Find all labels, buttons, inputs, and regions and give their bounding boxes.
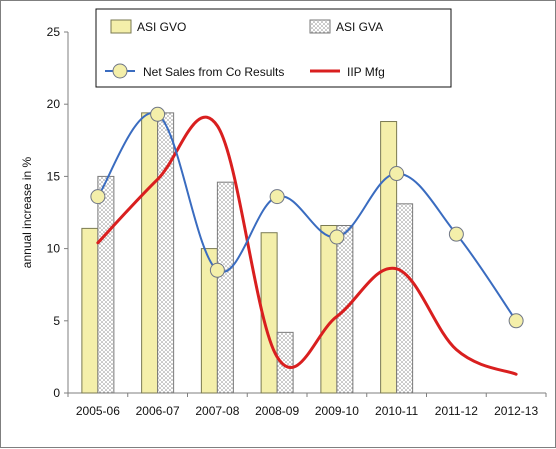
y-tick-label: 15 [47,169,61,183]
legend-label-asi-gvo: ASI GVO [137,20,186,34]
x-tick-label: 2009-10 [315,404,359,418]
bar-asi-gva [216,181,234,394]
bar-asi-gva [157,112,175,394]
legend-swatch-asi-gva [309,19,331,34]
point-net-sales [329,229,345,245]
point-net-sales [448,226,464,242]
x-tick-label: 2011-12 [435,404,478,418]
bar-asi-gvo [320,224,338,394]
x-tick-label: 2008-09 [255,404,299,418]
x-tick-label: 2005-06 [76,404,120,418]
bar-asi-gva [396,203,414,394]
legend-label-asi-gva: ASI GVA [336,20,383,34]
point-net-sales [150,106,166,122]
y-axis-title: annual increase in % [20,156,34,268]
y-tick-label: 20 [47,97,61,111]
bar-asi-gvo [141,112,159,394]
legend-label-net-sales: Net Sales from Co Results [143,65,284,79]
x-tick-label: 2010-11 [375,404,418,418]
bar-asi-gva [276,331,294,394]
x-tick-label: 2007-08 [195,404,239,418]
y-axis: 0 5 10 15 20 25 annual increase in % [20,25,69,400]
bar-asi-gvo [81,227,99,394]
x-tick-label: 2012-13 [494,404,538,418]
point-net-sales [209,262,225,278]
x-tick-label: 2006-07 [136,404,180,418]
legend-label-iip-mfg: IIP Mfg [347,65,385,79]
legend: ASI GVO ASI GVA Net Sales from Co Results I… [95,8,452,88]
bar-asi-gvo [380,121,398,394]
point-net-sales [389,166,405,182]
legend-swatch-asi-gvo [110,19,132,34]
legend-marker-net-sales [112,63,128,79]
point-net-sales [508,313,524,329]
point-net-sales [90,189,106,205]
y-tick-label: 25 [47,25,61,39]
line-iip-mfg [96,115,518,376]
y-tick-label: 5 [53,314,60,328]
bar-asi-gva [97,175,115,394]
y-tick-label: 0 [53,386,60,400]
y-tick-label: 10 [47,242,61,256]
lines-layer [90,106,524,376]
x-axis: 2005-06 2006-07 2007-08 2008-09 2009-10 2010-… [67,392,547,418]
legend-box [95,8,452,88]
bars-layer [81,112,414,394]
point-net-sales [269,189,285,205]
